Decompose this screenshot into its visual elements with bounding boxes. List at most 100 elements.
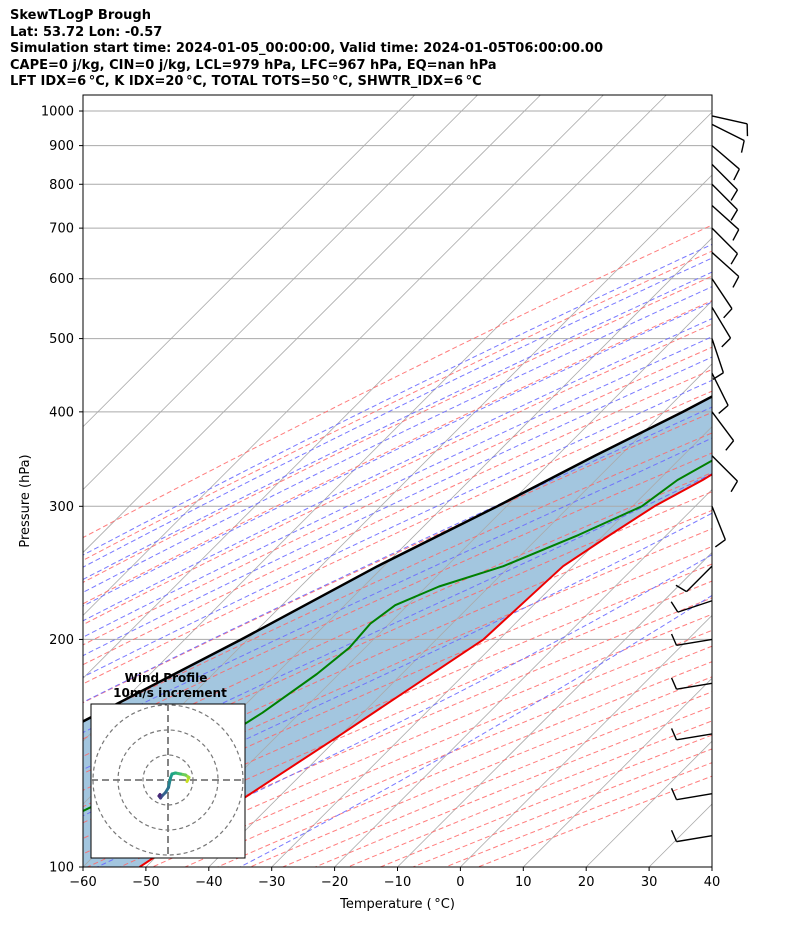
x-tick-label: −40 xyxy=(195,875,222,890)
barb-flag xyxy=(723,308,733,319)
barb-shaft xyxy=(676,733,713,741)
barb-shaft xyxy=(711,163,738,191)
moist-adiabat xyxy=(83,379,712,678)
wind-barb xyxy=(711,251,740,288)
barb-shaft xyxy=(711,455,738,482)
wind-barb xyxy=(711,115,749,137)
moist-adiabat xyxy=(96,554,712,867)
moist-adiabat xyxy=(83,356,712,657)
barb-flag xyxy=(721,337,732,348)
barb-shaft xyxy=(711,183,738,211)
moist-adiabat xyxy=(83,271,712,581)
wind-barb xyxy=(711,278,733,319)
y-tick-label: 900 xyxy=(49,139,74,154)
isotherm-line xyxy=(83,95,415,428)
barb-flag xyxy=(714,539,726,548)
wind-barb xyxy=(711,372,729,414)
moist-adiabat xyxy=(83,512,712,817)
barb-flag xyxy=(740,140,745,153)
barb-flag xyxy=(730,480,739,493)
barb-shaft xyxy=(676,682,713,690)
barb-shaft xyxy=(711,115,748,125)
barb-shaft xyxy=(711,251,740,278)
wind-barb xyxy=(711,163,739,201)
barb-flag xyxy=(730,189,739,201)
barb-flag xyxy=(725,440,735,451)
wind-barb xyxy=(670,788,713,801)
x-tick-label: −50 xyxy=(132,875,159,890)
moist-adiabat xyxy=(83,301,712,607)
wind-barb xyxy=(711,506,727,548)
barb-shaft xyxy=(676,638,713,647)
isotherm-line xyxy=(83,111,712,742)
params-line-1: CAPE=0 j/kg, CIN=0 j/kg, LCL=979 hPa, LF… xyxy=(10,57,497,73)
isotherm-line xyxy=(83,95,667,679)
wind-barb xyxy=(711,145,740,181)
barb-flag xyxy=(732,229,740,241)
wind-barb xyxy=(670,677,713,690)
isotherm-line xyxy=(208,363,712,867)
y-tick-label: 100 xyxy=(49,861,74,876)
y-tick-label: 800 xyxy=(49,178,74,193)
time-text: Simulation start time: 2024-01-05_00:00:… xyxy=(10,41,603,56)
wind-barb xyxy=(670,728,713,741)
x-tick-label: 0 xyxy=(456,875,464,890)
dry-adiabat xyxy=(83,411,712,704)
wind-barb xyxy=(711,183,739,221)
y-tick-label: 300 xyxy=(49,500,74,515)
x-tick-label: 10 xyxy=(515,875,532,890)
barb-shaft xyxy=(711,227,738,255)
dry-adiabat xyxy=(83,346,712,646)
isotherm-line xyxy=(523,677,712,867)
chart-title: SkewTLogP Brough xyxy=(10,8,151,23)
dry-adiabat xyxy=(83,300,712,605)
params-line-2: LFT IDX=6 °C, K IDX=20 °C, TOTAL TOTS=50… xyxy=(10,74,482,89)
dry-adiabat xyxy=(83,224,712,539)
barb-shaft xyxy=(677,600,713,613)
barb-flag xyxy=(670,601,679,613)
barb-shaft xyxy=(711,372,729,406)
barb-flag xyxy=(670,677,678,690)
moist-adiabat xyxy=(83,437,712,734)
barb-shaft xyxy=(676,835,713,843)
y-tick-label: 600 xyxy=(49,272,74,287)
isotherm-line xyxy=(271,426,712,867)
temperature-line xyxy=(139,473,712,867)
y-tick-label: 400 xyxy=(49,405,74,420)
barb-flag xyxy=(730,209,739,221)
y-tick-label: 500 xyxy=(49,332,74,347)
y-tick-label: 200 xyxy=(49,633,74,648)
wind-barb xyxy=(670,633,713,647)
barb-shaft xyxy=(686,565,713,593)
barb-shaft xyxy=(711,306,732,339)
title-block: SkewTLogP Brough Lat: 53.72 Lon: -0.57 S… xyxy=(10,8,603,91)
barb-flag xyxy=(670,633,678,646)
barb-shaft xyxy=(711,123,745,142)
barb-shaft xyxy=(711,278,733,310)
wind-barb xyxy=(711,455,739,493)
y-tick-label: 1000 xyxy=(41,105,74,120)
isotherm-line xyxy=(145,300,712,867)
dry-adiabat xyxy=(83,250,712,561)
wind-barb xyxy=(711,411,735,451)
moist-adiabat xyxy=(83,286,712,593)
x-tick-label: 20 xyxy=(578,875,595,890)
wind-barb xyxy=(711,204,740,241)
barb-shaft xyxy=(676,793,713,801)
barb-shaft xyxy=(711,145,740,170)
barb-flag xyxy=(675,584,687,593)
hodograph-area xyxy=(91,704,245,858)
barb-flag xyxy=(732,276,740,288)
isotherm-line xyxy=(460,614,712,867)
isotherm-line xyxy=(397,551,712,867)
x-tick-label: −30 xyxy=(258,875,285,890)
barb-shaft xyxy=(711,506,727,540)
mixing-ratio-line xyxy=(757,95,794,279)
isotherm-line xyxy=(711,866,712,867)
barb-shaft xyxy=(711,411,735,442)
moist-adiabat xyxy=(83,336,712,638)
isotherm-line xyxy=(83,95,604,616)
barb-shaft xyxy=(711,204,740,231)
